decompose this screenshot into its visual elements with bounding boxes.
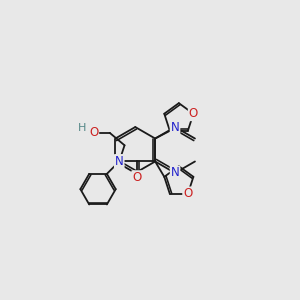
- Text: O: O: [132, 171, 142, 184]
- Text: N: N: [171, 167, 179, 179]
- Text: O: O: [189, 107, 198, 120]
- Text: N: N: [171, 121, 179, 134]
- Text: O: O: [89, 126, 98, 140]
- Text: O: O: [183, 188, 193, 200]
- Text: H: H: [78, 123, 87, 133]
- Text: N: N: [115, 155, 124, 168]
